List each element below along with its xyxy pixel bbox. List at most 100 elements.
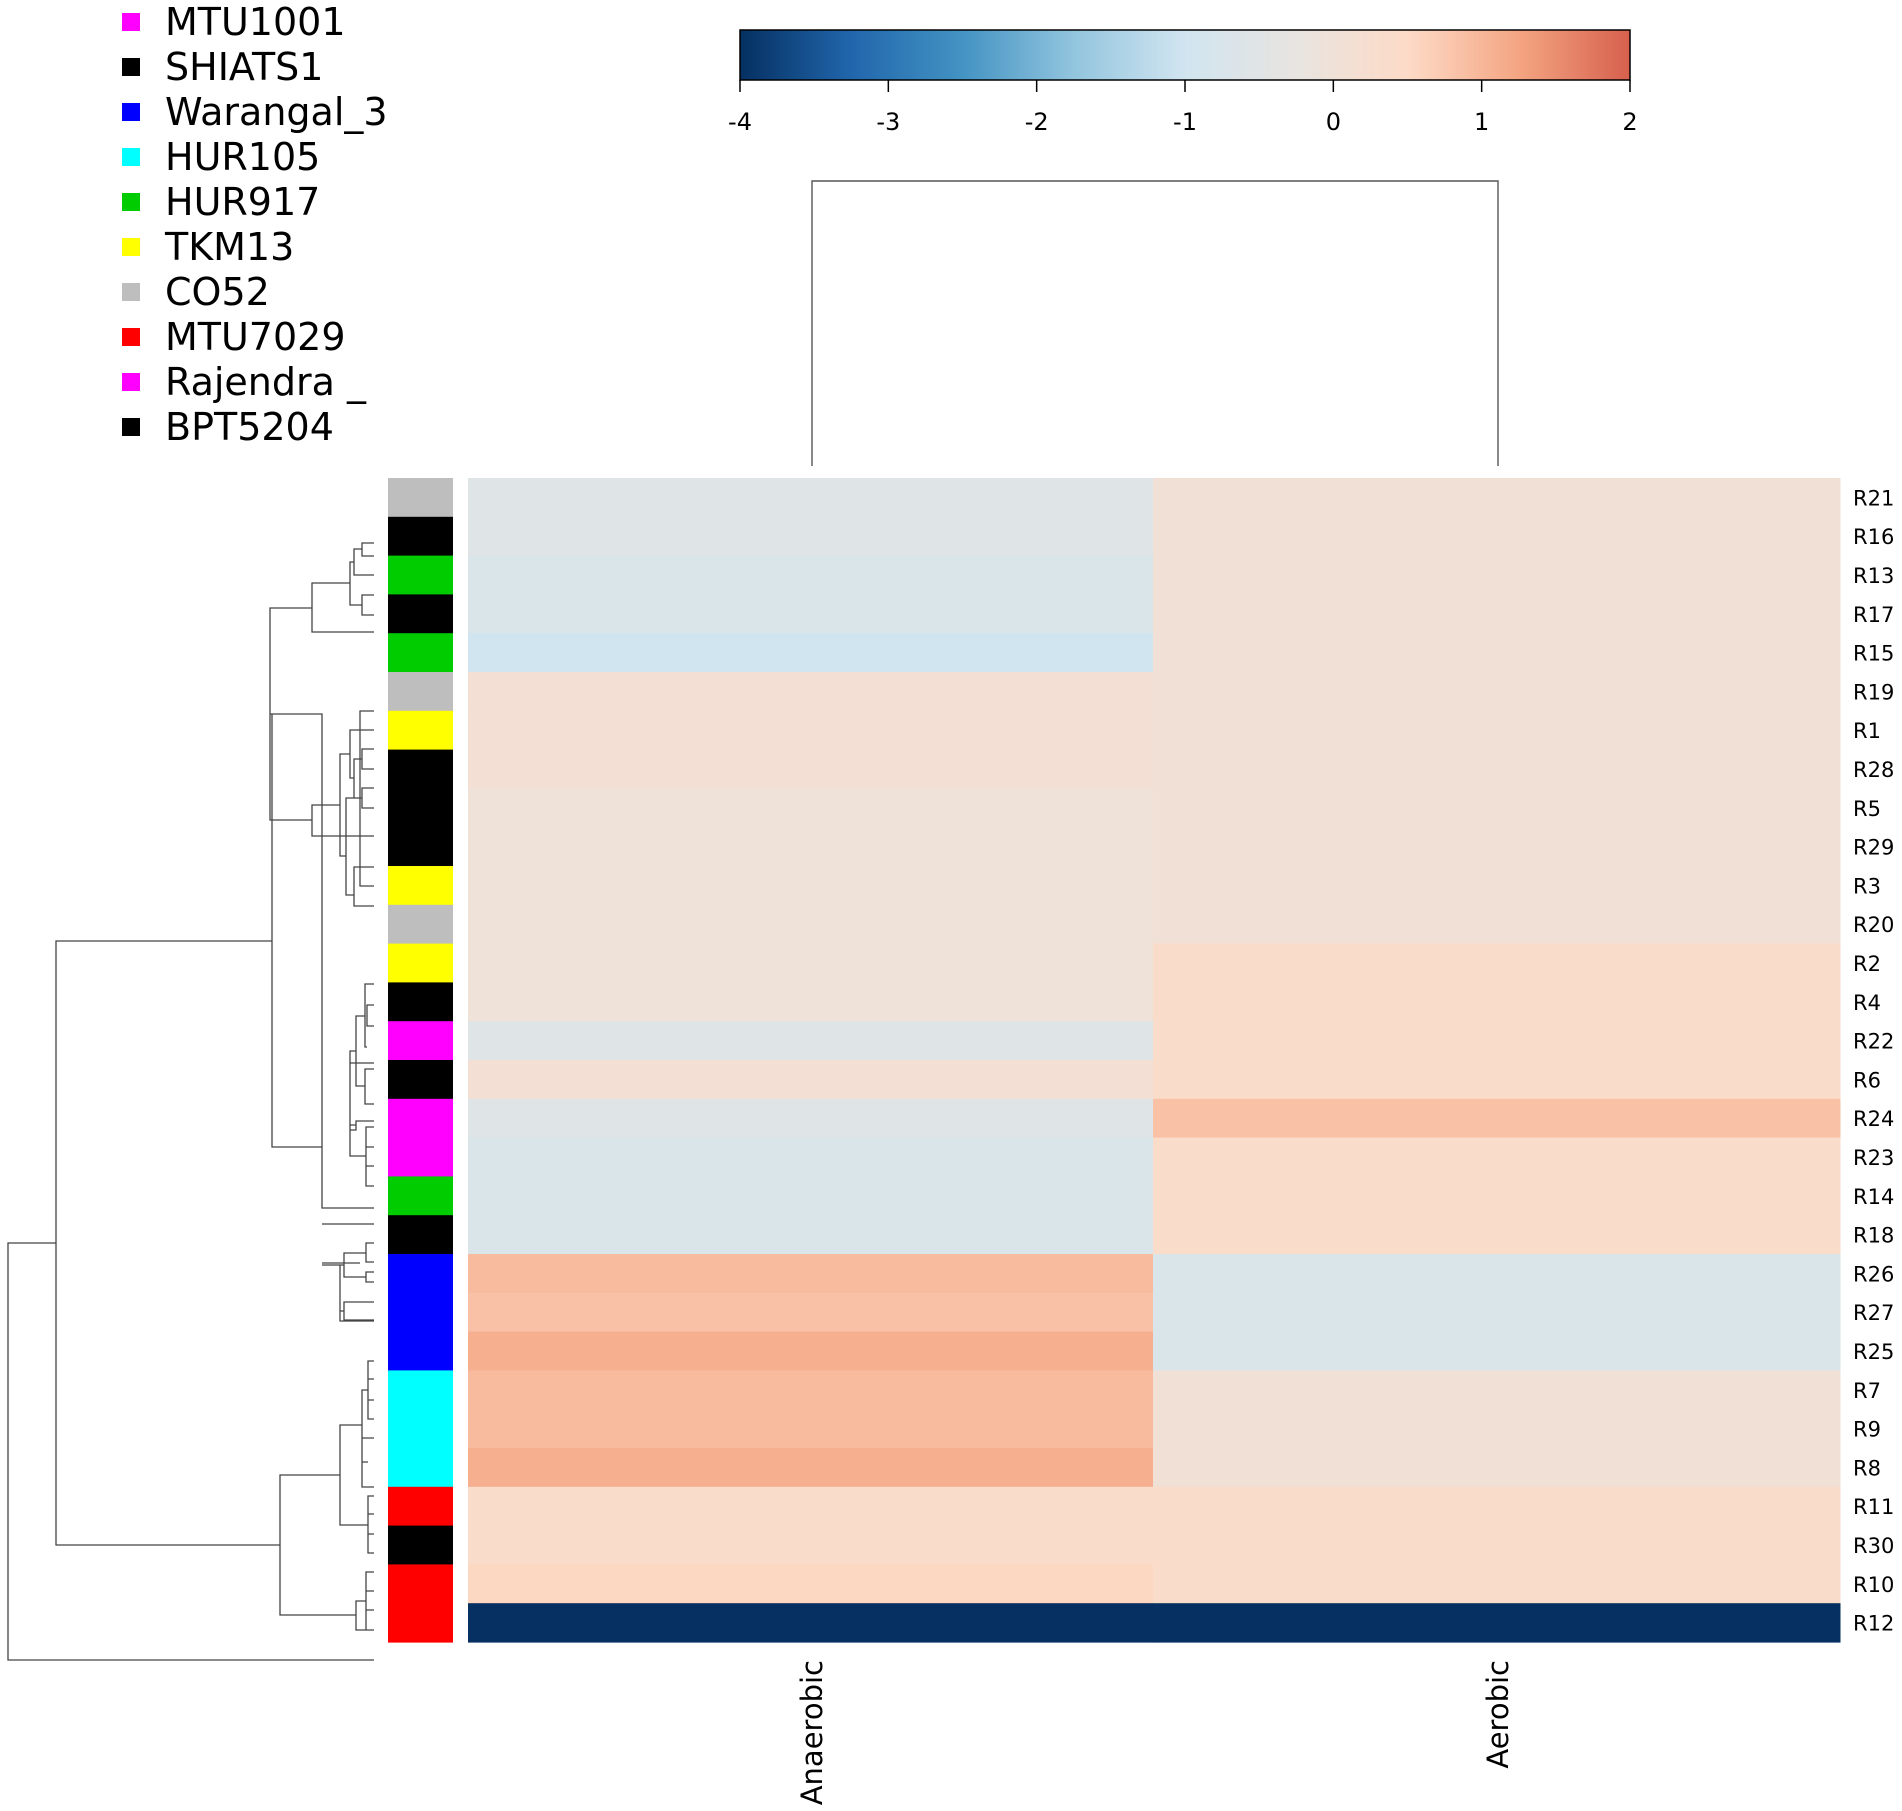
row-label: R2 (1853, 952, 1881, 976)
row-annotation-cell (388, 516, 453, 557)
heatmap-cell (1153, 1060, 1841, 1100)
heatmap-cell (468, 1409, 1154, 1449)
heatmap-cell (468, 866, 1154, 906)
row-label: R6 (1853, 1068, 1881, 1092)
row-labels: R21 R16 R13 R17 R15 R19 R1 R28 R5 R29 R3 R20 R2 R4 R22… (1853, 486, 1894, 1635)
row-label: R1 (1853, 719, 1881, 743)
colorbar-ticks: -4 -3 -2 -1 0 1 2 (728, 80, 1638, 136)
row-label: R26 (1853, 1262, 1894, 1286)
legend-swatch (122, 328, 140, 346)
heatmap-cell (468, 1525, 1154, 1565)
row-dendrogram-branches (7, 542, 374, 1661)
heatmap-cell (468, 1486, 1154, 1527)
heatmap-cell (1153, 516, 1841, 557)
legend-label: HUR917 (165, 180, 320, 224)
row-label: R9 (1853, 1418, 1881, 1442)
heatmap-cell (1153, 594, 1841, 634)
heatmap-cell (468, 904, 1154, 945)
legend-swatch (122, 13, 140, 31)
row-annotation-cell (388, 1254, 453, 1294)
row-annotation-cell (388, 1021, 453, 1061)
row-annotation-cell (388, 1292, 453, 1333)
row-label: R4 (1853, 991, 1881, 1015)
colorbar-tick-label: -1 (1173, 108, 1197, 136)
heatmap-cell (468, 478, 1154, 518)
heatmap-cell (1153, 1448, 1841, 1488)
row-label: R11 (1853, 1495, 1894, 1519)
heatmap-cell (1153, 1292, 1841, 1333)
legend-swatch (122, 148, 140, 166)
heatmap-cell (1153, 1603, 1841, 1643)
heatmap-cell (468, 788, 1154, 828)
row-annotation-cell (388, 672, 453, 712)
heatmap-cell (1153, 1021, 1841, 1061)
heatmap-cell (1153, 1331, 1841, 1371)
legend-swatch (122, 193, 140, 211)
heatmap-cell (1153, 1254, 1841, 1294)
heatmap-cell (468, 943, 1154, 983)
row-label: R25 (1853, 1340, 1894, 1364)
row-annotation-cell (388, 749, 453, 789)
heatmap-cell (468, 827, 1154, 867)
row-annotation-cell (388, 904, 453, 945)
legend-label: Rajendra _ (165, 360, 367, 404)
legend-swatch (122, 58, 140, 76)
column-dendrogram (811, 180, 1499, 466)
row-label: R19 (1853, 680, 1894, 704)
legend-swatch (122, 103, 140, 121)
heatmap-cell (1153, 1137, 1841, 1177)
heatmap-cell (468, 555, 1154, 595)
heatmap-cell (1153, 1176, 1841, 1216)
heatmap-cell (1153, 710, 1841, 751)
row-label: R24 (1853, 1107, 1894, 1131)
column-label: Anaerobic (795, 1660, 829, 1805)
row-label: R14 (1853, 1185, 1894, 1209)
row-annotation-cell (388, 1137, 453, 1177)
row-annotation-cell (388, 943, 453, 983)
colorbar-tick-label: -2 (1025, 108, 1049, 136)
row-annotation-cell (388, 594, 453, 634)
row-label: R7 (1853, 1379, 1881, 1403)
heatmap-cell (1153, 788, 1841, 828)
row-label: R20 (1853, 913, 1894, 937)
heatmap-cell (1153, 904, 1841, 945)
heatmap-cell (1153, 478, 1841, 518)
heatmap-cell (1153, 943, 1841, 983)
heatmap-cell (1153, 1564, 1841, 1604)
heatmap-cell (468, 594, 1154, 634)
column-label: Aerobic (1481, 1660, 1515, 1769)
row-label: R29 (1853, 836, 1894, 860)
heatmap-cell (468, 1021, 1154, 1061)
row-label: R21 (1853, 486, 1894, 510)
heatmap-cell (468, 516, 1154, 557)
legend-label: MTU7029 (165, 315, 346, 359)
heatmap-cell (1153, 1215, 1841, 1255)
heatmap-cell (1153, 1098, 1841, 1139)
row-annotation-cell (388, 1409, 453, 1449)
colorbar-tick-label: 1 (1474, 108, 1489, 136)
colorbar-gradient (739, 29, 1631, 81)
row-annotation-cell (388, 1215, 453, 1255)
row-annotation-column (388, 478, 453, 1643)
row-annotation-cell (388, 633, 453, 673)
legend-label: HUR105 (165, 135, 320, 179)
heatmap-cell (468, 1564, 1154, 1604)
heatmap-cell (1153, 982, 1841, 1022)
legend-label: BPT5204 (165, 405, 334, 449)
heatmap-cell (1153, 555, 1841, 595)
row-label: R13 (1853, 564, 1894, 588)
heatmap-cell (468, 1448, 1154, 1488)
row-annotation-cell (388, 555, 453, 595)
row-label: R16 (1853, 525, 1894, 549)
legend-label: Warangal_3 (165, 90, 388, 134)
heatmap-cell (468, 1331, 1154, 1371)
heatmap-cell (468, 672, 1154, 712)
legend-swatch (122, 238, 140, 256)
row-label: R12 (1853, 1612, 1894, 1636)
heatmap-cell (468, 1098, 1154, 1139)
heatmap-cell (1153, 633, 1841, 673)
colorbar-tick-label: 2 (1622, 108, 1637, 136)
row-annotation-cell (388, 1060, 453, 1100)
row-annotation-cell (388, 1603, 453, 1643)
